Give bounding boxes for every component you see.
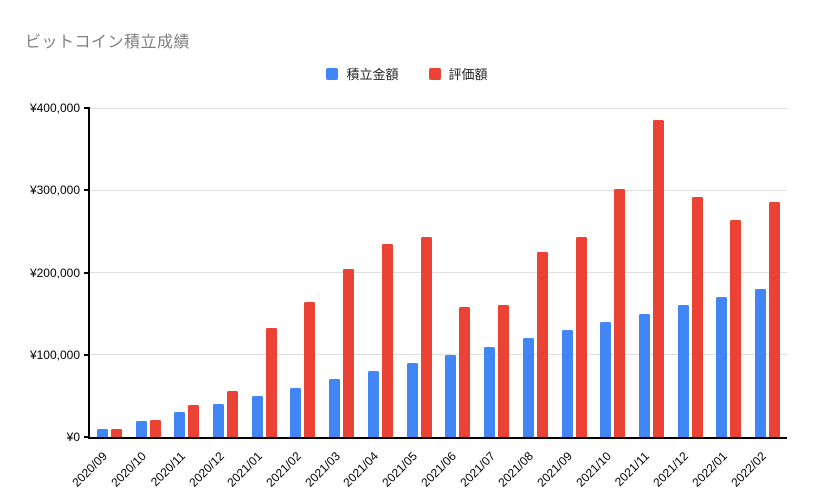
bar-tsumitate	[445, 354, 457, 437]
bar-tsumitate	[329, 379, 341, 437]
bar-tsumitate	[638, 313, 650, 437]
gridline	[90, 354, 787, 356]
bar-tsumitate	[755, 288, 767, 437]
bar-tsumitate	[561, 330, 573, 437]
y-axis	[88, 108, 90, 437]
gridline	[90, 189, 787, 191]
gridline	[90, 272, 787, 273]
bar-hyouka	[459, 307, 471, 437]
bar-hyouka	[149, 419, 161, 437]
y-axis-label: ¥200,000	[29, 265, 80, 280]
bar-hyouka	[730, 219, 742, 437]
bar-hyouka	[614, 188, 626, 437]
bar-tsumitate	[406, 362, 418, 437]
bar-hyouka	[575, 237, 587, 437]
bar-tsumitate	[251, 395, 263, 437]
bar-tsumitate	[96, 428, 108, 437]
y-axis-tick	[84, 353, 90, 356]
gridline	[90, 107, 787, 109]
bar-tsumitate	[213, 404, 225, 437]
bar-tsumitate	[290, 387, 302, 437]
bar-tsumitate	[522, 338, 534, 437]
bar-hyouka	[227, 390, 239, 437]
legend-swatch-icon	[428, 67, 441, 80]
y-axis-label: ¥400,000	[29, 101, 80, 115]
y-axis-label: ¥300,000	[29, 183, 80, 198]
legend-item-hyouka: 評価額	[428, 64, 488, 83]
y-axis-tick	[84, 107, 90, 109]
bar-tsumitate	[174, 412, 186, 437]
bar-tsumitate	[600, 321, 612, 437]
bar-hyouka	[304, 302, 316, 437]
legend-label: 評価額	[448, 67, 488, 82]
bar-tsumitate	[716, 297, 728, 437]
y-axis-label: ¥0	[66, 430, 80, 444]
bar-hyouka	[498, 304, 510, 437]
bar-hyouka	[652, 120, 664, 437]
bar-hyouka	[343, 269, 355, 437]
y-axis-tick	[84, 271, 90, 274]
bar-hyouka	[265, 327, 277, 437]
x-axis	[88, 437, 787, 439]
bar-hyouka	[691, 196, 703, 437]
bar-tsumitate	[367, 371, 379, 437]
legend-swatch-icon	[326, 67, 339, 80]
chart-title: ビットコイン積立成績	[25, 34, 191, 51]
bar-tsumitate	[484, 346, 496, 437]
y-axis-tick	[84, 189, 90, 192]
bar-tsumitate	[677, 305, 689, 437]
y-axis-label: ¥100,000	[29, 347, 80, 362]
bar-hyouka	[110, 429, 122, 437]
bar-hyouka	[536, 251, 548, 437]
bar-hyouka	[188, 404, 200, 437]
bar-tsumitate	[135, 420, 147, 437]
bar-hyouka	[420, 237, 432, 437]
legend: 積立金額 評価額	[0, 64, 814, 83]
legend-label: 積立金額	[346, 67, 399, 82]
legend-item-tsumitate: 積立金額	[326, 64, 399, 83]
y-axis-tick	[84, 436, 90, 438]
bar-hyouka	[381, 243, 393, 437]
bar-hyouka	[769, 201, 781, 437]
